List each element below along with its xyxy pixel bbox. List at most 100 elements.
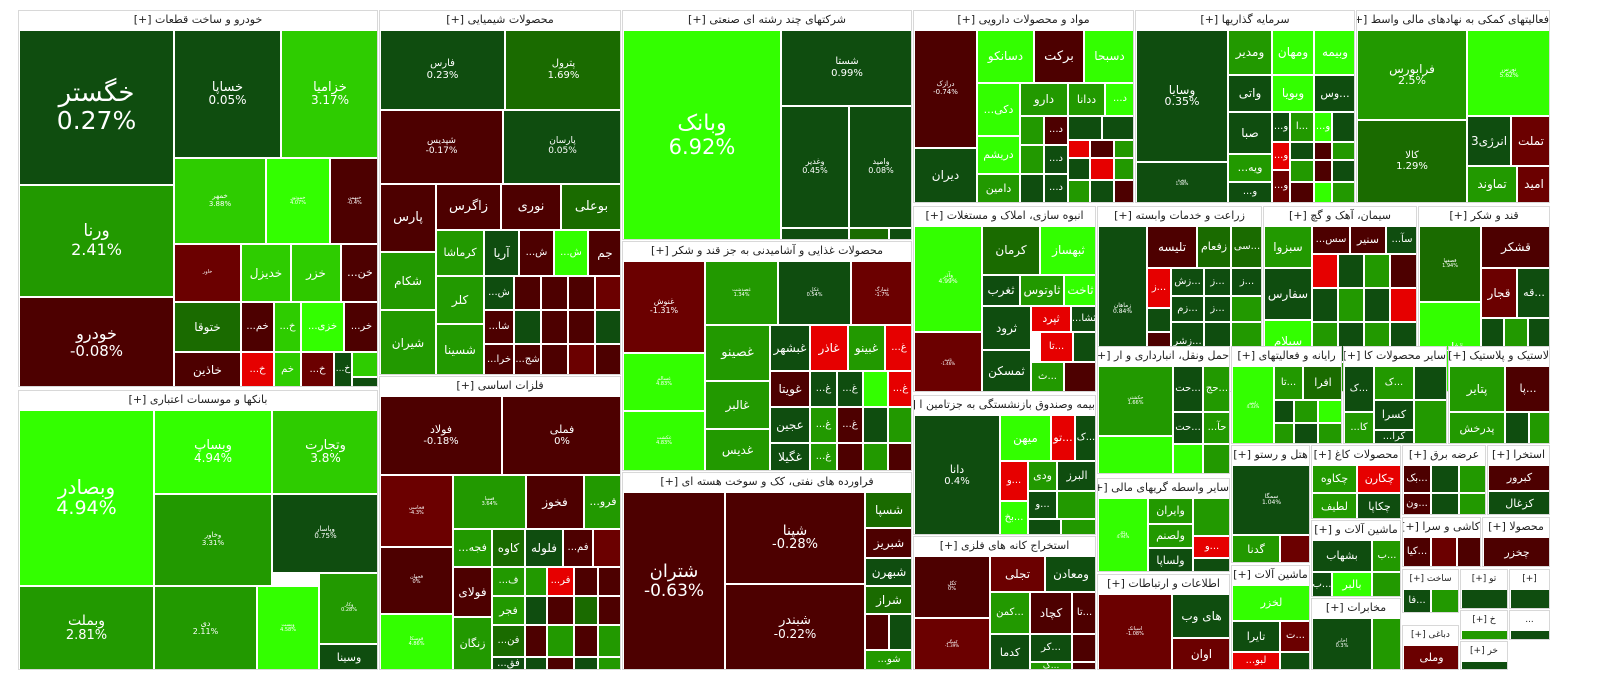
stock-tile[interactable]: دسانکو — [977, 30, 1034, 83]
sector-6[interactable]: فراورده های نفتی، کک و سوخت هسته ای [+] ش… — [622, 472, 912, 670]
stock-tile[interactable]: خر... — [344, 302, 377, 352]
stock-tile[interactable]: ثشا... — [1071, 306, 1095, 332]
stock-tile[interactable]: ...زم — [1171, 296, 1204, 322]
sector-title[interactable]: انبوه سازی، املاک و مستغلات [+] — [914, 207, 1095, 225]
stock-tile[interactable]: دانا 0.4% — [914, 415, 1000, 534]
stock-tile[interactable]: شستا 0.99% — [781, 30, 911, 106]
stock-tile[interactable] — [525, 657, 547, 669]
stock-tile[interactable]: خم... — [241, 302, 274, 352]
stock-tile[interactable]: ثاوتوس — [1020, 275, 1064, 306]
sector-18[interactable]: سایر محصولات کا [+] ...ک ...ک کسرا کا... کرا.… — [1343, 346, 1447, 444]
stock-tile[interactable]: وسینا — [319, 644, 377, 669]
stock-tile[interactable]: زاگرس — [436, 184, 501, 230]
stock-tile[interactable] — [1294, 423, 1318, 443]
stock-tile[interactable]: و... — [1272, 112, 1290, 142]
stock-tile[interactable]: پارس — [380, 184, 436, 252]
sector-10[interactable]: انبوه سازی، املاک و مستغلات [+] وآذر 4.99%… — [913, 206, 1096, 392]
sector-title[interactable]: سایر واسطه گریهای مالی [+] — [1098, 479, 1229, 497]
stock-tile[interactable] — [837, 443, 863, 470]
sector-23[interactable]: محصولات کاغ [+] چکاوه چکارن لطیف چکاپا — [1311, 445, 1401, 519]
stock-tile[interactable]: ثغرب — [982, 275, 1020, 306]
stock-tile[interactable] — [1529, 412, 1549, 443]
stock-tile[interactable]: فخاسی -4.3% — [380, 475, 453, 547]
sector-title[interactable]: لاستیک و پلاستیک [+] — [1449, 347, 1549, 365]
stock-tile[interactable] — [1461, 661, 1507, 669]
stock-tile[interactable]: ...و — [1028, 491, 1057, 519]
stock-tile[interactable]: انرژی3 — [1467, 116, 1511, 166]
sector-9[interactable]: فعالیتهای کمکی به نهادهای مالی واسط [+] ف… — [1356, 10, 1550, 203]
sector-title[interactable]: خ [+] — [1461, 611, 1507, 629]
sector-title[interactable]: محصولا [+] — [1483, 518, 1549, 536]
stock-tile[interactable] — [1068, 180, 1090, 202]
stock-tile[interactable]: غ... — [810, 371, 837, 407]
sector-3[interactable]: فلزات اساسی [+] فولاد -0.18% فملی 0% فخاسی -4.… — [379, 376, 621, 670]
stock-tile[interactable]: ...زش — [1171, 268, 1204, 296]
stock-tile[interactable]: وآذر 4.99% — [914, 226, 982, 332]
stock-tile[interactable]: ...ت — [1280, 621, 1309, 652]
stock-tile[interactable] — [1203, 444, 1229, 473]
stock-tile[interactable] — [1510, 589, 1549, 608]
stock-tile[interactable]: غدیس — [705, 429, 770, 470]
sector-20[interactable]: سایر واسطه گریهای مالی [+] ولکار 4.94% وایر… — [1097, 478, 1230, 572]
stock-tile[interactable]: فن... — [492, 625, 525, 657]
stock-tile[interactable]: آریا — [484, 230, 519, 276]
stock-tile[interactable]: فسپا 3.64% — [453, 475, 526, 529]
stock-tile[interactable]: فجر — [492, 596, 525, 625]
stock-tile[interactable] — [574, 567, 598, 596]
stock-tile[interactable]: فملی 0% — [502, 396, 620, 475]
stock-tile[interactable] — [1461, 589, 1507, 608]
stock-tile[interactable]: د... — [1044, 174, 1068, 202]
stock-tile[interactable]: ...و — [1000, 461, 1028, 501]
stock-tile[interactable]: شا... — [484, 310, 514, 344]
stock-tile[interactable]: ولکار 4.94% — [1098, 498, 1148, 571]
stock-tile[interactable] — [863, 407, 888, 443]
stock-tile[interactable]: ...بخ — [1000, 501, 1028, 534]
stock-tile[interactable]: و... — [1228, 182, 1272, 202]
stock-tile[interactable] — [1068, 116, 1102, 140]
stock-tile[interactable]: دسبحا — [1084, 30, 1133, 83]
stock-tile[interactable]: رانفور 4.33% — [1232, 366, 1274, 443]
stock-tile[interactable]: کدما — [990, 634, 1030, 669]
stock-tile[interactable] — [1028, 519, 1061, 534]
stock-tile[interactable] — [574, 596, 598, 625]
stock-tile[interactable]: غسالم 4.83% — [623, 353, 705, 411]
stock-tile[interactable]: غالبر — [705, 381, 770, 429]
stock-tile[interactable]: د... — [1044, 145, 1068, 174]
stock-tile[interactable] — [1114, 140, 1133, 158]
stock-tile[interactable] — [781, 228, 849, 239]
sector-29[interactable]: ماشین آلات [+] لخزر تایرا ...ت لبو... — [1231, 565, 1310, 670]
stock-tile[interactable]: ولصنم — [1148, 524, 1193, 548]
stock-tile[interactable]: وبملت 2.81% — [19, 586, 154, 669]
stock-tile[interactable]: ومهان — [1272, 30, 1314, 75]
sector-title[interactable]: فراورده های نفتی، کک و سوخت هسته ای [+] — [623, 473, 911, 491]
stock-tile[interactable]: و... — [1314, 112, 1332, 142]
stock-tile[interactable]: فارس 0.23% — [380, 30, 505, 110]
sector-title[interactable]: محصولات غذایی و آشامیدنی به جز قند و شکر… — [623, 242, 911, 260]
stock-tile[interactable]: شسینا — [436, 324, 484, 374]
sector-title[interactable]: ماشین آلات [+] — [1232, 566, 1309, 584]
stock-tile[interactable]: خرا... — [484, 344, 514, 374]
sector-16[interactable]: حمل ونقل، انبارداری و ار [+] حکشتی 1.66%..… — [1097, 346, 1230, 474]
stock-tile[interactable]: شیران — [380, 310, 436, 374]
stock-tile[interactable]: غ... — [885, 325, 911, 371]
sector-35[interactable]: خ [+] — [1460, 610, 1508, 640]
stock-tile[interactable]: ...و — [1193, 536, 1229, 558]
stock-tile[interactable]: پدرخش — [1449, 412, 1505, 443]
sector-title[interactable]: محصولات کاغ [+] — [1312, 446, 1400, 464]
stock-tile[interactable]: لطیف — [1312, 493, 1357, 518]
stock-tile[interactable]: تجلی — [990, 556, 1045, 592]
sector-title[interactable]: سیمان، آهک و گچ [+] — [1264, 207, 1416, 225]
stock-tile[interactable]: ...ز — [1204, 268, 1231, 296]
stock-tile[interactable] — [1431, 465, 1459, 493]
sector-title[interactable]: ماشین آلات و [+] — [1312, 521, 1400, 539]
stock-tile[interactable] — [1318, 423, 1341, 443]
stock-tile[interactable]: کمنگنز -1.39% — [914, 618, 990, 669]
stock-tile[interactable]: سمگا 1.04% — [1232, 465, 1309, 535]
sector-32[interactable]: تو [+] — [1460, 569, 1508, 609]
sector-22[interactable]: هتل و رستو [+] سمگا 1.04% گدنا — [1231, 445, 1310, 563]
sector-1[interactable]: بانکها و موسسات اعتباری [+] وبصادر 4.94% وب… — [18, 390, 378, 670]
sector-title[interactable]: استخرا [+] — [1488, 446, 1549, 464]
stock-tile[interactable]: قجار — [1481, 268, 1517, 318]
stock-tile[interactable] — [1314, 182, 1332, 202]
stock-tile[interactable]: خموتور 4.07% — [266, 158, 330, 244]
